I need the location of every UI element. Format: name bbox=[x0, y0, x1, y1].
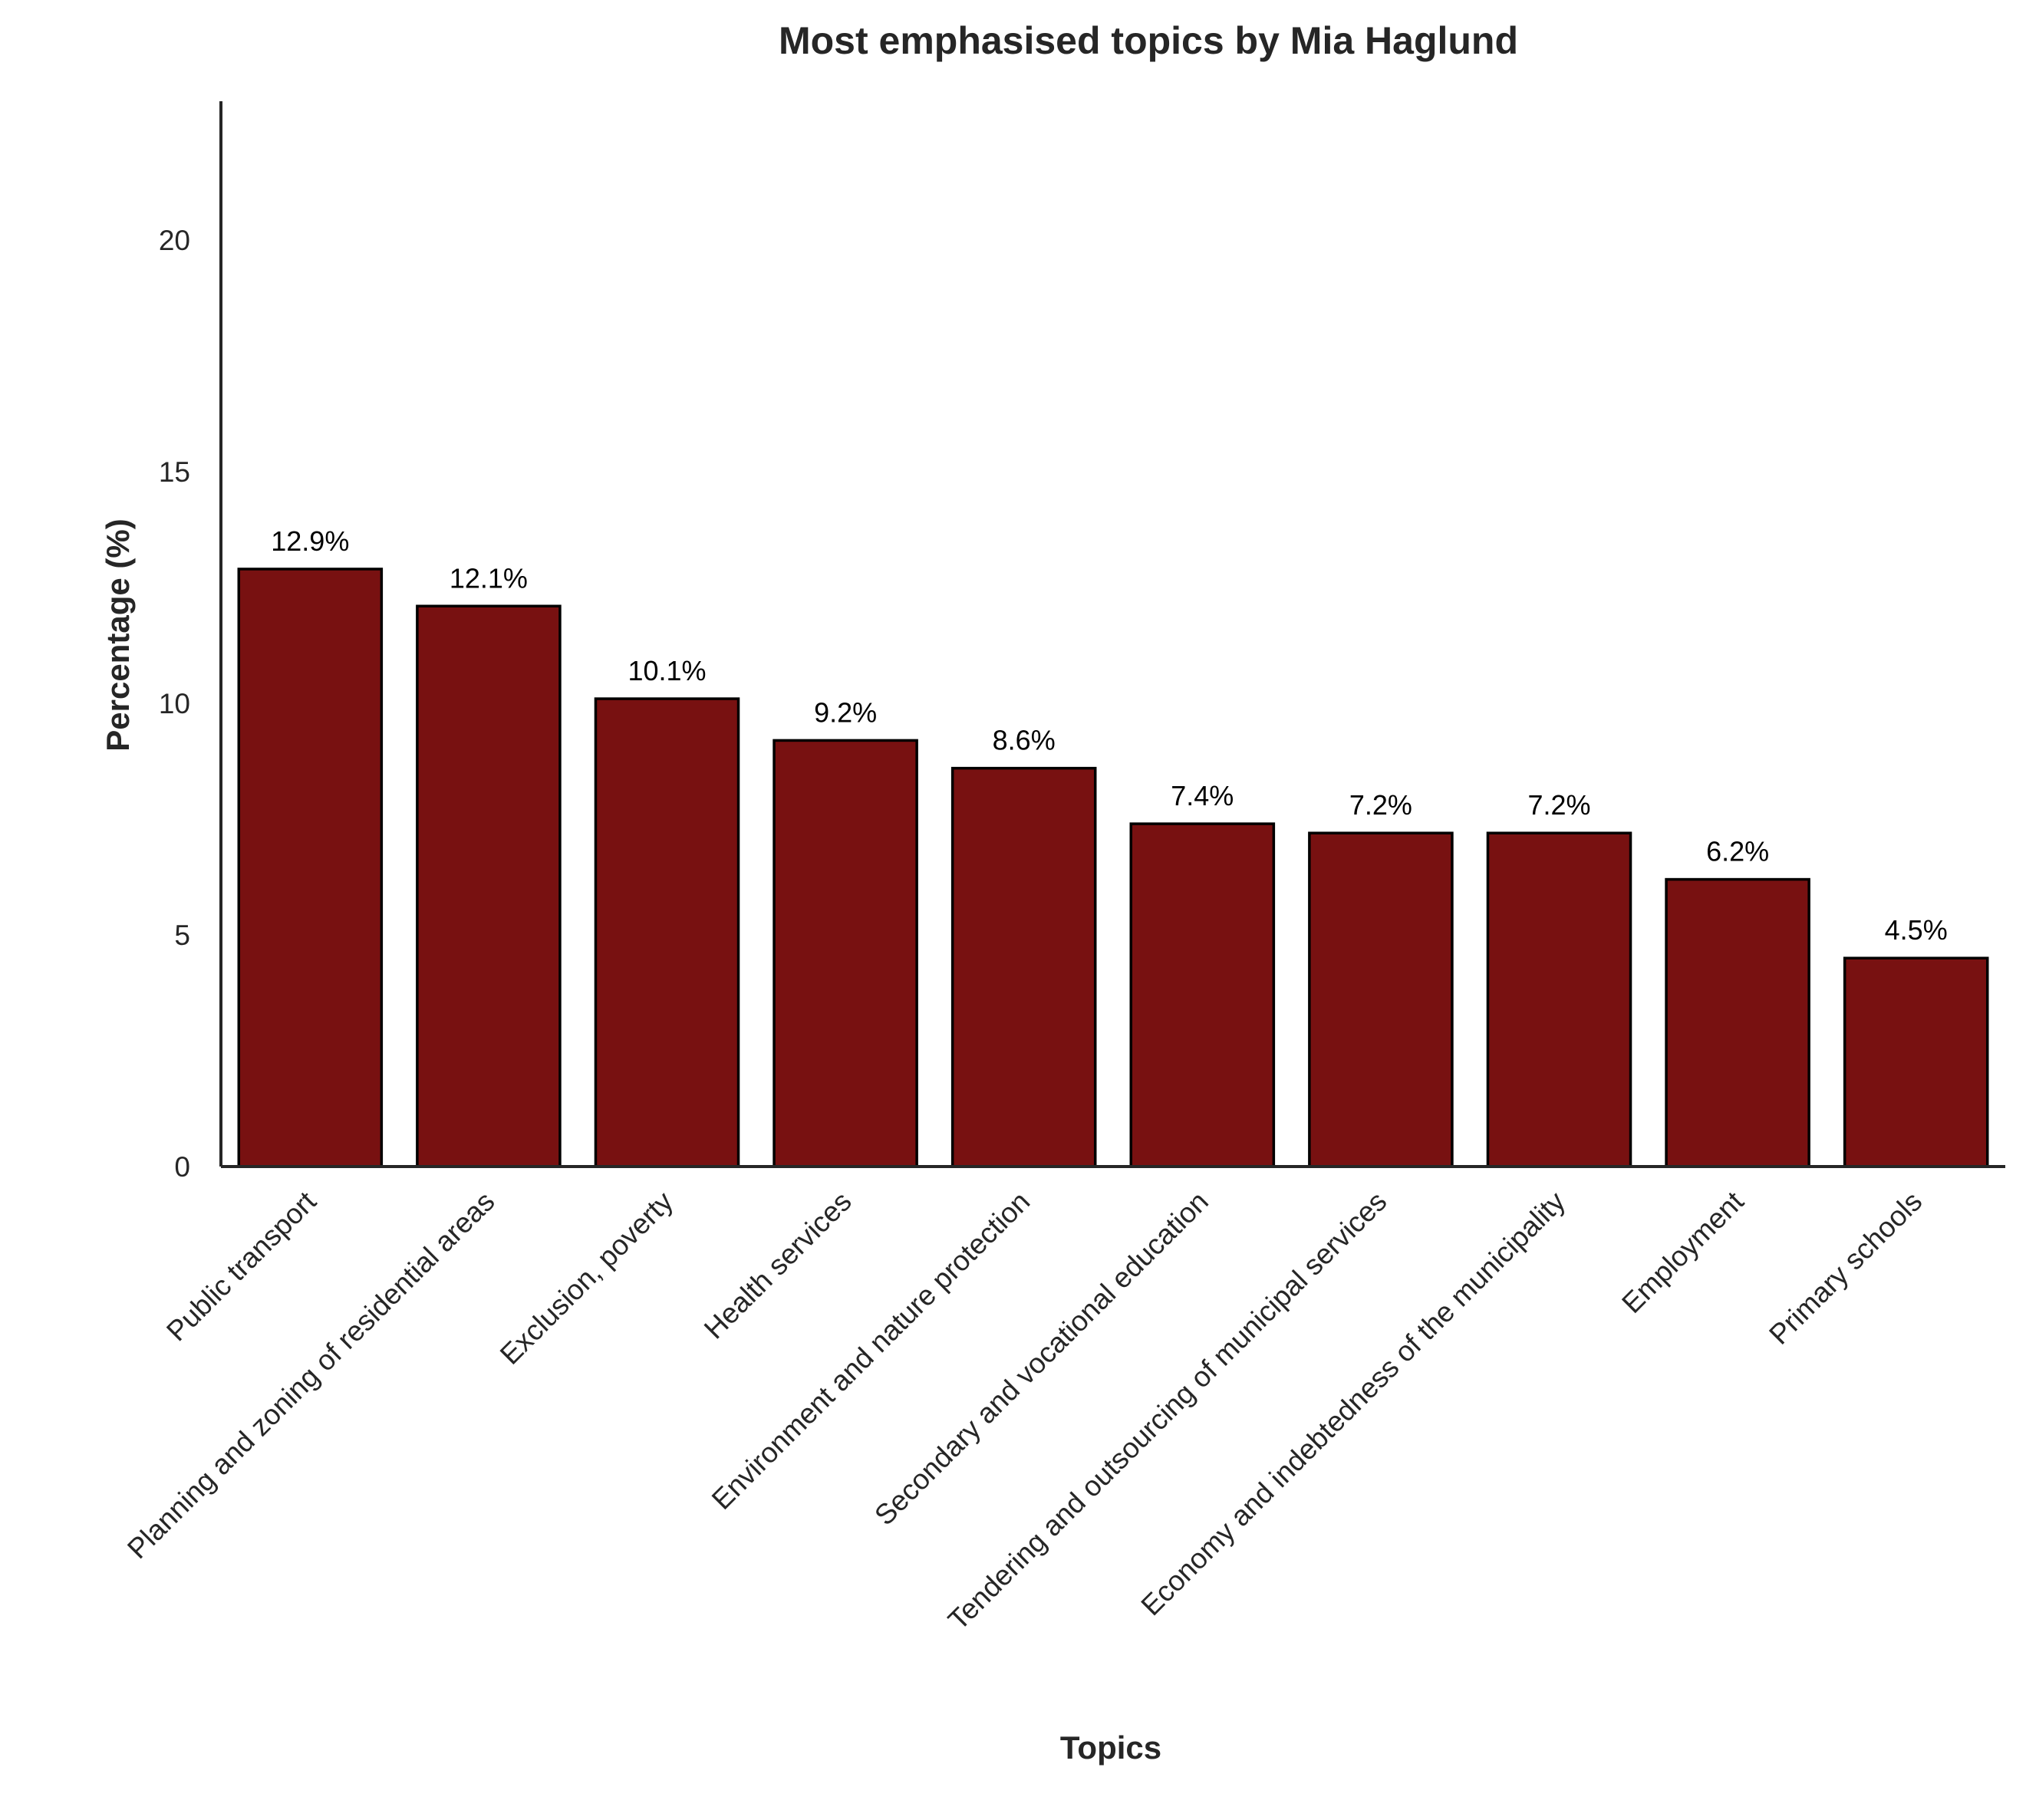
data-label: 7.2% bbox=[1527, 789, 1590, 821]
bar bbox=[594, 697, 740, 1168]
data-label: 6.2% bbox=[1706, 836, 1769, 867]
x-tick-label: Public transport bbox=[160, 1185, 322, 1347]
bar bbox=[416, 604, 562, 1168]
data-label: 7.2% bbox=[1349, 789, 1412, 821]
data-label: 7.4% bbox=[1171, 780, 1234, 811]
bars-layer bbox=[237, 568, 1989, 1168]
y-axis-label: Percentage (%) bbox=[100, 518, 136, 751]
data-label: 9.2% bbox=[814, 696, 877, 728]
y-tick-label: 10 bbox=[159, 688, 190, 719]
data-label: 12.9% bbox=[271, 525, 349, 557]
data-labels-layer: 12.9% 12.1% 10.1% 9.2% 8.6% 7.4% 7.2% 7.2% 6.2% 4… bbox=[271, 525, 1947, 946]
bar bbox=[1308, 831, 1454, 1168]
bar bbox=[950, 766, 1097, 1168]
bar bbox=[1129, 822, 1276, 1168]
x-tick-label: Employment bbox=[1616, 1185, 1750, 1319]
y-tick-label: 0 bbox=[174, 1151, 190, 1183]
data-label: 12.1% bbox=[450, 562, 528, 594]
x-tick-label: Secondary and vocational education bbox=[868, 1186, 1214, 1532]
y-tick-label: 20 bbox=[159, 225, 190, 256]
data-label: 8.6% bbox=[993, 725, 1056, 756]
data-label: 10.1% bbox=[628, 655, 706, 686]
x-tick-label: Economy and indebtedness of the municipa… bbox=[1135, 1185, 1572, 1621]
x-tick-label: Exclusion, poverty bbox=[494, 1185, 680, 1371]
x-axis-label: Topics bbox=[1060, 1729, 1161, 1766]
bar bbox=[1665, 877, 1810, 1168]
bar bbox=[773, 739, 918, 1168]
y-ticks-layer: 0 5 10 15 20 bbox=[159, 225, 190, 1183]
bar bbox=[1486, 831, 1632, 1168]
x-tick-label: Planning and zoning of residential areas bbox=[121, 1186, 500, 1565]
y-tick-label: 15 bbox=[159, 456, 190, 488]
x-tick-label: Environment and nature protection bbox=[706, 1186, 1036, 1516]
chart-title: Most emphasised topics by Mia Haglund bbox=[779, 19, 1518, 62]
y-tick-label: 5 bbox=[174, 920, 190, 951]
x-tick-label: Primary schools bbox=[1763, 1186, 1928, 1351]
data-label: 4.5% bbox=[1885, 914, 1948, 946]
x-tick-label: Health services bbox=[698, 1186, 858, 1345]
bar bbox=[237, 568, 384, 1168]
bar bbox=[1843, 956, 1989, 1168]
